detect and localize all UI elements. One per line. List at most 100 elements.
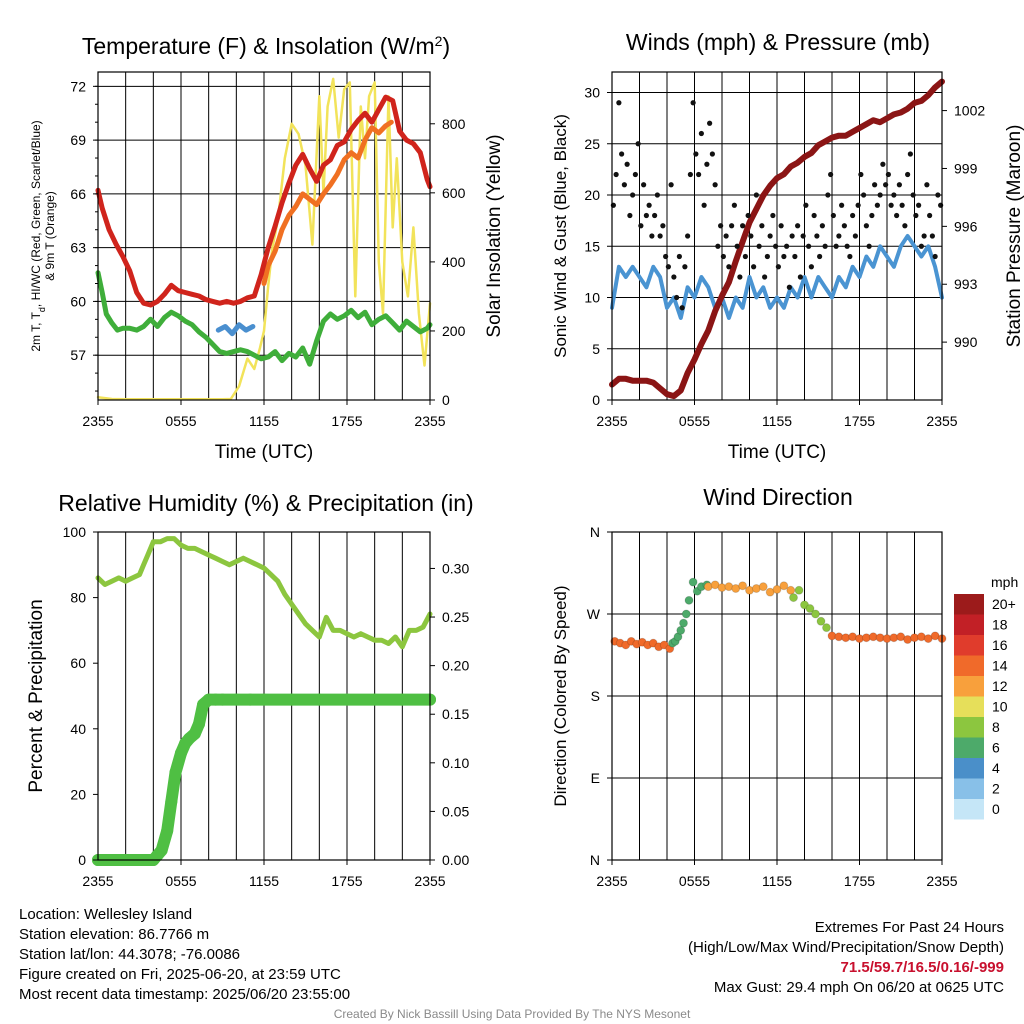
gust-point xyxy=(822,243,828,249)
gust-point xyxy=(869,212,875,219)
y-right-tick-label: 0.00 xyxy=(442,852,469,868)
gust-point xyxy=(927,212,933,219)
colorbar-label: 20+ xyxy=(992,596,1016,612)
gust-point xyxy=(641,182,647,188)
gust-point xyxy=(742,253,748,260)
y-right-tick-label: 993 xyxy=(954,276,978,292)
gust-point xyxy=(855,202,861,208)
gust-point xyxy=(762,274,768,280)
gust-point xyxy=(775,264,781,270)
gust-point xyxy=(663,253,669,260)
gust-point xyxy=(844,243,850,249)
y-tick-label: E xyxy=(591,770,600,786)
wind-direction-point xyxy=(684,595,694,605)
y-tick-label: 10 xyxy=(584,290,600,306)
x-axis-label: Time (UTC) xyxy=(728,442,827,463)
y-axis-label-rest: , HI/WC (Red, Green, Scarlet/Blue) xyxy=(29,120,43,307)
y-tick-label: 15 xyxy=(584,238,600,254)
gust-point xyxy=(814,233,820,239)
gust-point xyxy=(797,274,803,280)
x-tick-label: 1755 xyxy=(331,413,362,429)
plot-frame xyxy=(97,71,431,401)
humidity-panel: 2355 0555 1155 1755 2355 0 20 40 60 80 100 0.00 0.05… xyxy=(26,490,474,889)
x-tick-label: 2355 xyxy=(596,413,627,429)
x-tick-label: 2355 xyxy=(82,873,113,889)
station-pressure-line xyxy=(609,78,945,400)
gust-point xyxy=(880,161,886,167)
gust-point xyxy=(638,223,644,229)
y-right-tick-label: 0.30 xyxy=(442,560,469,576)
gust-point xyxy=(872,182,878,188)
x-tick-label: 1155 xyxy=(249,413,279,429)
gust-point xyxy=(883,182,889,188)
wind-direction-point xyxy=(779,581,789,591)
y-tick-label: N xyxy=(590,524,600,540)
colorbar-swatch xyxy=(954,655,984,676)
wind-direction-panel: 2355 0555 1155 1755 2355 N E S W N Wind Direction D… xyxy=(551,484,1018,889)
gust-point xyxy=(825,192,831,198)
chart-title: Winds (mph) & Pressure (mb) xyxy=(626,29,930,55)
gust-point xyxy=(734,243,740,249)
gust-point xyxy=(877,192,883,198)
gust-point xyxy=(635,141,641,147)
y-tick-label: 60 xyxy=(70,655,86,671)
x-tick-label: 2355 xyxy=(414,873,445,889)
y-right-tick-label: 990 xyxy=(954,334,978,350)
gust-point xyxy=(748,233,754,239)
gust-point xyxy=(720,253,726,260)
temperature-9m-line xyxy=(261,119,394,286)
gust-point xyxy=(795,223,801,229)
x-tick-label: 0555 xyxy=(679,873,710,889)
created-text: Figure created on Fri, 2025-06-20, at 23… xyxy=(19,966,341,983)
gust-point xyxy=(624,161,630,167)
gust-point xyxy=(910,192,916,198)
gust-point xyxy=(932,253,938,260)
title-end: ) xyxy=(442,33,450,59)
x-tick-label: 1755 xyxy=(844,413,875,429)
wind-direction-point xyxy=(758,582,768,592)
colorbar-swatch xyxy=(954,778,984,799)
gust-point xyxy=(894,212,900,219)
y-right-tick-label: 999 xyxy=(954,160,978,176)
gust-point xyxy=(792,253,798,260)
chart-title: Wind Direction xyxy=(703,484,853,510)
gust-point xyxy=(918,243,924,249)
gust-point xyxy=(808,264,814,270)
y-right-tick-label: 0.10 xyxy=(442,755,469,771)
gust-point xyxy=(715,243,721,249)
y-right-tick-label: 800 xyxy=(442,116,466,132)
gust-point xyxy=(693,151,699,157)
x-tick-label: 2355 xyxy=(926,873,957,889)
colorbar-label: 14 xyxy=(992,658,1008,674)
y-tick-label: 63 xyxy=(70,240,86,256)
colorbar-label: 0 xyxy=(992,801,1000,817)
y-right-tick-label: 0.20 xyxy=(442,658,469,674)
gust-point xyxy=(786,284,792,290)
gust-point xyxy=(924,182,930,188)
gust-point xyxy=(745,212,751,219)
gust-point xyxy=(690,100,696,106)
gust-point xyxy=(676,253,682,260)
gust-point xyxy=(916,202,922,208)
wind-direction-point xyxy=(822,623,831,633)
gust-point xyxy=(789,233,795,239)
gust-point xyxy=(613,171,619,178)
winds-panel: 2355 0555 1155 1755 2355 Time (UTC) 0 5 10 15 20 25… xyxy=(551,29,1024,463)
gust-point xyxy=(905,171,911,178)
gust-point xyxy=(616,100,622,106)
y-right-tick-label: 400 xyxy=(442,254,466,270)
colorbar-label: 2 xyxy=(992,781,1000,797)
gust-point xyxy=(770,212,776,219)
y-tick-label: 20 xyxy=(70,786,86,802)
x-tick-label: 1755 xyxy=(844,873,875,889)
wind-direction-point xyxy=(811,609,820,619)
gust-point xyxy=(778,223,784,229)
wind-direction-point xyxy=(738,581,748,591)
colorbar-label: 6 xyxy=(992,740,1000,756)
gust-point xyxy=(627,212,633,219)
gust-point xyxy=(764,253,770,260)
gust-point xyxy=(704,161,710,167)
gust-point xyxy=(773,243,779,249)
x-tick-label: 0555 xyxy=(679,413,710,429)
